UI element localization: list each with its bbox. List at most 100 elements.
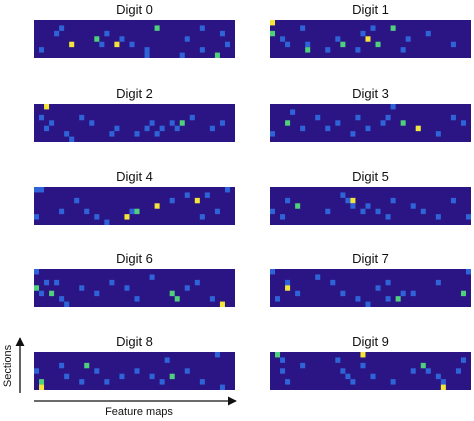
heatmap-cell — [370, 373, 376, 380]
heatmap-cell — [104, 379, 110, 385]
heatmap-cell — [219, 30, 225, 37]
heatmap-cell — [119, 36, 125, 42]
heatmap-cell — [59, 208, 65, 215]
heatmap-cell — [410, 290, 416, 297]
heatmap-cell — [340, 41, 346, 48]
panel-title: Digit 6 — [116, 251, 153, 266]
heatmap-cell — [365, 125, 371, 132]
heatmap-cell — [460, 290, 466, 297]
heatmap-cell — [280, 214, 286, 220]
heatmap-cell — [360, 30, 366, 37]
heatmap-cell — [219, 301, 225, 307]
heatmap-cell — [159, 379, 165, 385]
heatmap-cell — [69, 41, 75, 48]
heatmap-cell — [290, 109, 296, 115]
heatmap-cell — [39, 379, 45, 385]
heatmap-cell — [355, 296, 361, 302]
heatmap-cell — [184, 368, 190, 374]
heatmap-cell — [390, 25, 396, 31]
heatmap-cell — [315, 114, 321, 121]
heatmap-cell — [460, 120, 466, 126]
heatmap-cell — [440, 379, 446, 385]
heatmap-cell — [109, 279, 115, 286]
heatmap-background — [270, 269, 471, 307]
heatmap-cell — [270, 20, 276, 26]
heatmap-cell — [194, 279, 200, 286]
heatmap-cell — [385, 114, 391, 121]
panel-title: Digit 0 — [116, 2, 153, 17]
heatmap-cell — [425, 368, 431, 374]
heatmap-cell — [204, 192, 210, 198]
heatmap-cell — [209, 296, 215, 302]
heatmap-cell — [114, 41, 120, 48]
heatmap-cell — [94, 36, 100, 42]
heatmap-cell — [149, 373, 155, 380]
heatmap-cell — [34, 368, 40, 374]
heatmap-cell — [350, 131, 356, 137]
panel-title: Digit 9 — [352, 334, 389, 349]
heatmap-cell — [209, 125, 215, 132]
heatmap-cell — [425, 30, 431, 37]
heatmap-cell — [400, 290, 406, 297]
heatmap-cell — [224, 187, 230, 193]
heatmap-cell — [34, 187, 40, 193]
heatmap-cell — [214, 208, 220, 215]
heatmap-cell — [214, 52, 220, 58]
panel-8: Digit 8 — [34, 334, 235, 390]
heatmap-cell — [345, 373, 351, 380]
heatmap-cell — [114, 125, 120, 132]
heatmap-cell — [39, 47, 45, 53]
heatmap-cell — [134, 131, 140, 137]
heatmap-cell — [169, 120, 175, 126]
heatmap-cell — [365, 36, 371, 42]
heatmap-cell — [94, 214, 100, 220]
heatmap-cell — [385, 296, 391, 302]
heatmap-cell — [79, 285, 85, 291]
heatmap-cell — [300, 362, 306, 369]
heatmap-cell — [64, 131, 70, 137]
heatmap-cell — [465, 214, 472, 220]
heatmap-cell — [169, 197, 175, 204]
heatmap-cell — [370, 25, 376, 31]
heatmap-cell — [184, 36, 190, 42]
heatmap-cell — [360, 352, 366, 358]
panel-9: Digit 9 — [270, 334, 471, 390]
heatmap-cell — [144, 125, 150, 132]
heatmap-cell — [199, 214, 205, 220]
heatmap-cell — [189, 114, 195, 121]
heatmap-cell — [129, 41, 135, 48]
heatmap-background — [270, 352, 471, 390]
heatmap-cell — [214, 352, 220, 358]
heatmap-cell — [149, 274, 155, 280]
heatmap-cell — [49, 120, 55, 126]
heatmap-cell — [280, 36, 286, 42]
heatmap-cell — [365, 203, 371, 209]
heatmap-cell — [400, 120, 406, 126]
heatmap-cell — [194, 197, 200, 204]
panel-title: Digit 5 — [352, 169, 389, 184]
heatmap-cell — [174, 296, 180, 302]
heatmap-cell — [340, 192, 346, 198]
heatmap-cell — [64, 301, 70, 307]
heatmap-cell — [69, 136, 75, 142]
heatmap-cell — [390, 379, 396, 385]
heatmap-cell — [450, 41, 456, 48]
heatmap-cell — [49, 290, 55, 297]
heatmap-cell — [154, 203, 160, 209]
heatmap-cell — [84, 208, 90, 215]
heatmap-cell — [435, 279, 441, 286]
heatmap-cell — [285, 197, 291, 204]
heatmap-cell — [285, 41, 291, 48]
panel-6: Digit 6 — [34, 251, 235, 307]
heatmap-cell — [34, 285, 40, 291]
panel-title: Digit 2 — [116, 86, 153, 101]
heatmap-cell — [375, 41, 381, 48]
heatmap-cell — [345, 197, 351, 204]
heatmap-cell — [275, 352, 281, 358]
heatmap-cell — [124, 214, 130, 220]
heatmap-cell — [144, 47, 150, 53]
heatmap-cell — [355, 114, 361, 121]
heatmap-cell — [134, 368, 140, 374]
panel-1: Digit 1 — [270, 2, 471, 58]
